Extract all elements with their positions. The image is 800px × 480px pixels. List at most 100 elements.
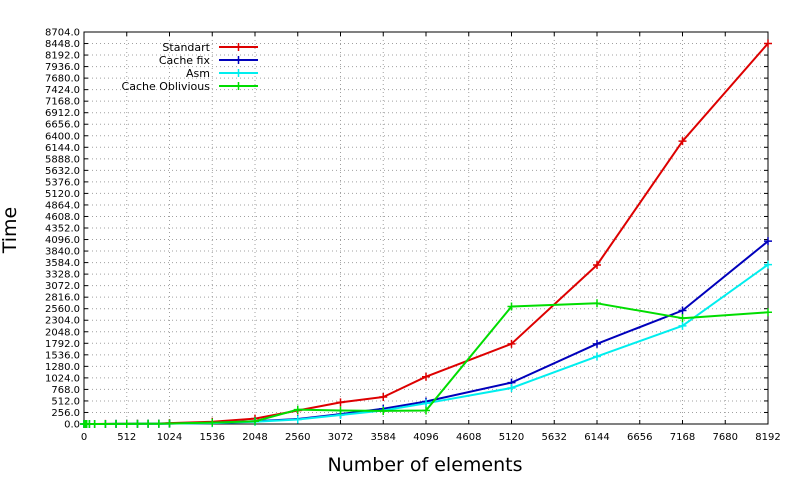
series-cache-oblivious bbox=[80, 299, 772, 428]
data-point bbox=[764, 237, 772, 246]
y-tick-label: 5632.0 bbox=[45, 166, 80, 177]
y-tick-label: 5888.0 bbox=[45, 154, 80, 165]
y-tick-label: 3072.0 bbox=[45, 281, 80, 292]
legend-marker bbox=[234, 43, 243, 51]
y-tick-label: 8192.0 bbox=[45, 51, 80, 62]
y-tick-label: 4352.0 bbox=[45, 224, 80, 235]
y-tick-label: 4864.0 bbox=[45, 200, 80, 211]
y-tick-label: 5120.0 bbox=[45, 189, 80, 200]
data-point bbox=[678, 321, 687, 330]
x-tick-label: 5632 bbox=[542, 432, 567, 443]
legend-marker bbox=[234, 69, 243, 77]
y-tick-label: 6144.0 bbox=[45, 143, 80, 154]
y-tick-label: 512.0 bbox=[51, 396, 80, 407]
y-tick-label: 6656.0 bbox=[45, 120, 80, 131]
data-point bbox=[593, 339, 601, 348]
y-tick-label: 8448.0 bbox=[45, 39, 80, 50]
x-axis-title: Number of elements bbox=[328, 454, 523, 476]
data-point bbox=[678, 314, 687, 323]
y-tick-label: 4096.0 bbox=[45, 235, 80, 246]
x-tick-label: 5120 bbox=[499, 432, 524, 443]
y-tick-label: 256.0 bbox=[51, 408, 80, 419]
x-tick-label: 3072 bbox=[328, 432, 353, 443]
data-point bbox=[507, 302, 516, 311]
y-tick-label: 8704.0 bbox=[45, 28, 80, 39]
data-point bbox=[144, 419, 153, 428]
data-point bbox=[154, 419, 163, 428]
x-tick-label: 6656 bbox=[627, 432, 652, 443]
x-tick-label: 4096 bbox=[413, 432, 438, 443]
y-tick-label: 1792.0 bbox=[45, 339, 80, 350]
data-point bbox=[112, 419, 121, 428]
y-tick-label: 768.0 bbox=[51, 385, 80, 396]
legend-marker bbox=[234, 82, 243, 90]
x-tick-label: 2560 bbox=[285, 432, 310, 443]
data-point bbox=[379, 406, 388, 415]
data-point bbox=[165, 419, 174, 428]
y-tick-label: 2816.0 bbox=[45, 293, 80, 304]
data-point bbox=[293, 405, 302, 414]
y-tick-label: 6400.0 bbox=[45, 131, 80, 142]
legend-item: Standart bbox=[162, 41, 258, 54]
data-point bbox=[101, 419, 110, 428]
y-tick-label: 3840.0 bbox=[45, 247, 80, 258]
y-tick-label: 2304.0 bbox=[45, 316, 80, 327]
data-point bbox=[422, 406, 430, 415]
x-tick-label: 1024 bbox=[157, 432, 182, 443]
data-point bbox=[208, 418, 217, 427]
data-point bbox=[678, 137, 687, 146]
data-point bbox=[507, 339, 516, 348]
y-axis-title: Time bbox=[0, 207, 21, 255]
data-point bbox=[764, 39, 772, 48]
legend-label: Cache Oblivious bbox=[122, 80, 211, 93]
legend-marker bbox=[234, 56, 243, 64]
x-tick-label: 3584 bbox=[371, 432, 396, 443]
x-axis-ticks: 0 512 1024 1536 2048 2560 3072 3584 4096 4608 5120… bbox=[81, 32, 781, 443]
series-layer bbox=[80, 39, 772, 428]
y-tick-label: 7168.0 bbox=[45, 97, 80, 108]
x-tick-label: 512 bbox=[117, 432, 136, 443]
y-axis-ticks: 0.0256.0512.0768.01024.01280.01536.01792… bbox=[45, 28, 768, 431]
legend-item: Asm bbox=[186, 67, 258, 80]
data-point bbox=[422, 372, 430, 381]
data-point bbox=[133, 419, 142, 428]
y-tick-label: 1024.0 bbox=[45, 373, 80, 384]
y-tick-label: 5376.0 bbox=[45, 177, 80, 188]
data-point bbox=[593, 299, 601, 308]
data-point bbox=[593, 352, 601, 361]
data-point bbox=[336, 406, 345, 415]
x-tick-label: 8192 bbox=[755, 432, 780, 443]
y-tick-label: 7936.0 bbox=[45, 62, 80, 73]
data-point bbox=[122, 419, 131, 428]
y-tick-label: 1280.0 bbox=[45, 362, 80, 373]
x-tick-label: 7168 bbox=[670, 432, 695, 443]
data-point bbox=[379, 392, 388, 401]
y-tick-label: 2560.0 bbox=[45, 304, 80, 315]
y-tick-label: 7680.0 bbox=[45, 74, 80, 85]
legend-label: Cache fix bbox=[159, 54, 211, 67]
y-tick-label: 3328.0 bbox=[45, 270, 80, 281]
x-tick-label: 7680 bbox=[713, 432, 738, 443]
y-tick-label: 1536.0 bbox=[45, 350, 80, 361]
y-tick-label: 6912.0 bbox=[45, 108, 80, 119]
series-standart bbox=[80, 39, 772, 428]
data-point bbox=[593, 261, 601, 270]
x-tick-label: 0 bbox=[81, 432, 87, 443]
data-point bbox=[90, 419, 99, 428]
data-point bbox=[251, 417, 259, 426]
x-tick-label: 1536 bbox=[200, 432, 225, 443]
legend-label: Asm bbox=[186, 67, 210, 80]
data-point bbox=[507, 383, 516, 392]
data-point bbox=[293, 415, 302, 424]
y-tick-label: 3584.0 bbox=[45, 258, 80, 269]
y-tick-label: 0.0 bbox=[64, 420, 80, 431]
y-tick-label: 4608.0 bbox=[45, 212, 80, 223]
legend-item: Cache Oblivious bbox=[122, 80, 258, 93]
x-tick-label: 6144 bbox=[584, 432, 609, 443]
legend-item: Cache fix bbox=[159, 54, 258, 67]
x-tick-label: 4608 bbox=[456, 432, 481, 443]
data-point bbox=[764, 260, 772, 269]
data-point bbox=[678, 306, 687, 315]
